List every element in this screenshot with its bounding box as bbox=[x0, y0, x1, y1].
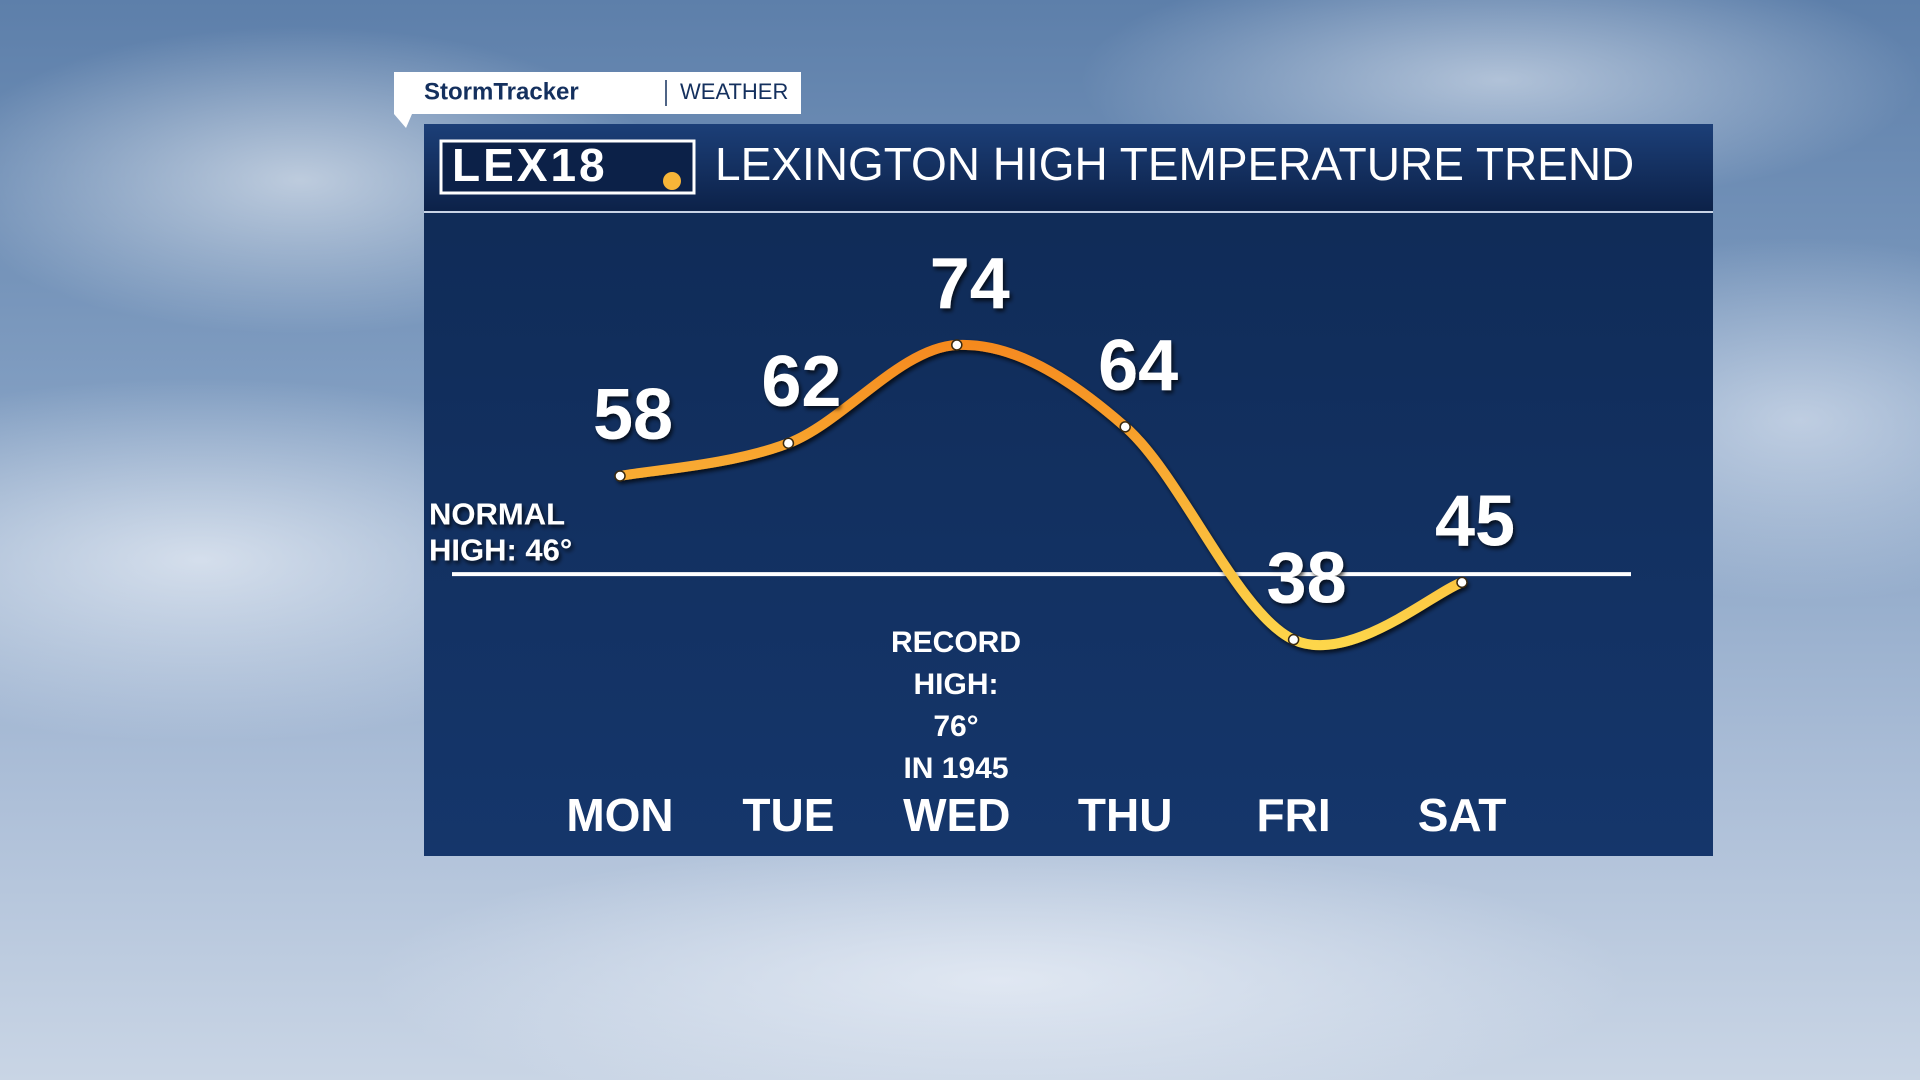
point-marker bbox=[1287, 633, 1300, 646]
logo-box bbox=[439, 139, 696, 195]
point-marker bbox=[1119, 421, 1131, 433]
point-marker bbox=[782, 437, 795, 449]
x-tick-label: MON bbox=[566, 789, 673, 841]
value-label: 62 bbox=[761, 342, 841, 422]
x-tick-label: FRI bbox=[1257, 789, 1331, 841]
x-tick-label: WED bbox=[903, 789, 1010, 841]
temperature-line bbox=[615, 339, 1467, 651]
value-label: 74 bbox=[930, 244, 1010, 324]
x-tick-label: SAT bbox=[1418, 789, 1507, 841]
point-marker bbox=[1456, 576, 1468, 589]
logo-text: LEX18 bbox=[452, 139, 608, 191]
brand-tab: StormTracker WEATHER bbox=[394, 72, 801, 128]
brand: StormTracker bbox=[424, 78, 579, 105]
logo-peacock bbox=[663, 172, 681, 190]
value-label: 45 bbox=[1435, 481, 1515, 561]
record-annotation: 76° bbox=[933, 710, 978, 743]
brand-section: WEATHER bbox=[680, 79, 788, 104]
panel bbox=[424, 124, 1713, 856]
value-label: 58 bbox=[593, 375, 673, 455]
point-marker bbox=[614, 470, 626, 482]
record-annotation: HIGH: bbox=[914, 668, 999, 701]
record-annotation: IN 1945 bbox=[903, 752, 1008, 785]
brand-tab-box bbox=[394, 72, 801, 128]
normal-label: HIGH: 46° bbox=[429, 532, 572, 567]
x-tick-label: THU bbox=[1078, 789, 1173, 841]
normal-label: NORMAL bbox=[429, 496, 565, 531]
value-label: 64 bbox=[1098, 326, 1178, 406]
x-tick-label: TUE bbox=[742, 789, 834, 841]
point-marker bbox=[951, 339, 963, 351]
logo: LEX18 bbox=[439, 139, 696, 195]
value-label: 38 bbox=[1267, 539, 1347, 619]
chart-title: LEXINGTON HIGH TEMPERATURE TREND bbox=[715, 138, 1634, 190]
record-annotation: RECORD bbox=[891, 626, 1021, 659]
